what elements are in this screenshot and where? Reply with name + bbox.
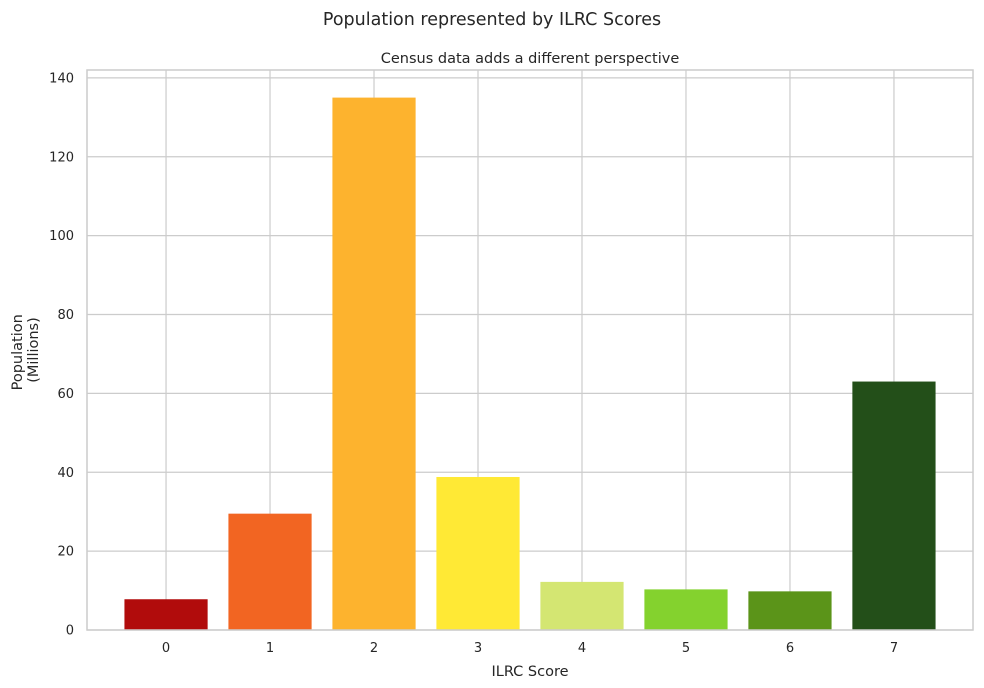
bar-0: [124, 599, 208, 630]
y-tick-label: 120: [49, 150, 74, 165]
y-axis-label-line-1: Population: [10, 314, 26, 390]
y-tick-label: 80: [57, 308, 74, 323]
bar-4: [540, 581, 624, 630]
y-tick-label: 40: [57, 466, 74, 481]
y-tick-label: 20: [57, 545, 74, 560]
x-tick-label: 0: [162, 641, 170, 656]
bar-5: [644, 589, 728, 630]
chart-subtitle: Census data adds a different perspective: [381, 51, 680, 67]
bar-7: [852, 381, 936, 630]
y-tick-label: 100: [49, 229, 74, 244]
x-tick-label: 1: [266, 641, 274, 656]
bar-1: [228, 513, 312, 630]
x-tick-label: 6: [786, 641, 794, 656]
y-tick-label: 0: [66, 624, 74, 639]
x-tick-label: 2: [370, 641, 378, 656]
y-axis-label: Population (Millions): [10, 310, 42, 391]
y-tick-label: 60: [57, 387, 74, 402]
x-tick-label: 7: [890, 641, 898, 656]
bars: [124, 97, 936, 630]
chart-title: Population represented by ILRC Scores: [323, 10, 661, 30]
grid-lines: [87, 70, 973, 631]
x-tick-label: 3: [474, 641, 482, 656]
x-tick-label: 4: [578, 641, 586, 656]
bar-2: [332, 97, 416, 630]
x-tick-label: 5: [682, 641, 690, 656]
bar-6: [748, 591, 832, 630]
bar-3: [436, 476, 520, 630]
x-axis-label: ILRC Score: [491, 664, 568, 680]
y-tick-labels: 0 20 40 60 80 100 120 140: [49, 71, 74, 638]
y-tick-label: 140: [49, 71, 74, 86]
y-axis-label-line-2: (Millions): [26, 317, 42, 383]
plot-frame: [86, 69, 974, 631]
x-tick-labels: 0 1 2 3 4 5 6 7: [162, 641, 898, 656]
